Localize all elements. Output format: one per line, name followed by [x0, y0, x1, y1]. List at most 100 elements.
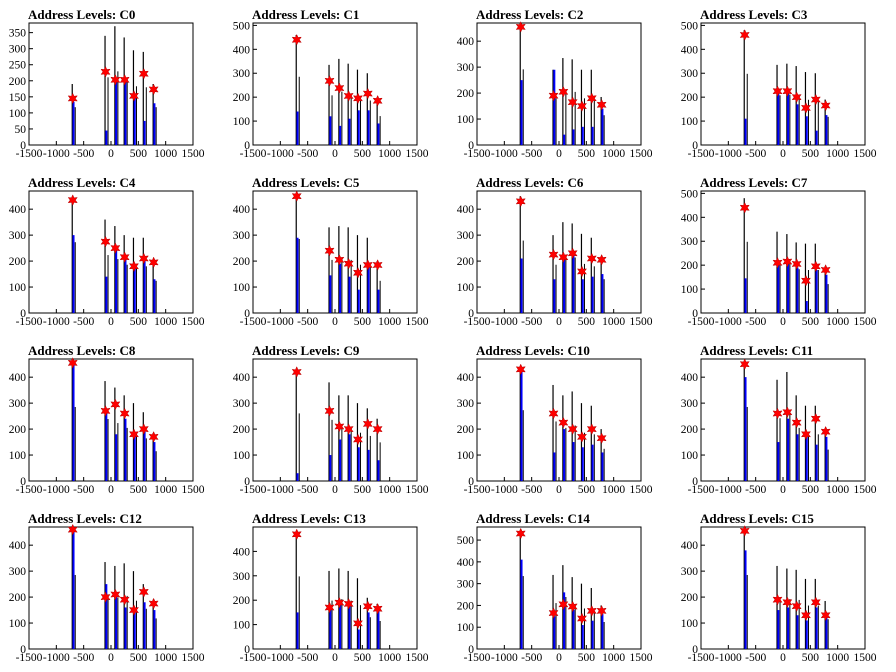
y-tick-label: 400: [457, 204, 475, 216]
peak-marker: [548, 607, 559, 619]
plot-frame: [700, 22, 866, 146]
y-tick-label: 200: [9, 76, 27, 88]
x-tick-label: -1500: [16, 484, 43, 496]
peak-marker: [324, 405, 335, 417]
peak-marker: [100, 405, 111, 417]
peak-marker: [800, 609, 811, 622]
peak-marker: [352, 433, 363, 446]
x-tick-label: 1500: [406, 316, 429, 328]
y-tick-label: 0: [244, 476, 250, 488]
y-tick-label: 500: [681, 188, 699, 200]
x-tick-label: -1500: [240, 652, 267, 664]
peak-marker: [576, 612, 587, 625]
peak-marker: [372, 602, 383, 615]
x-tick-label: 0: [108, 652, 114, 664]
peak-marker: [110, 74, 121, 86]
x-tick-label: -1500: [240, 484, 267, 496]
x-tick-label: -1500: [464, 316, 491, 328]
peak-marker: [343, 423, 354, 435]
x-tick-label: 0: [332, 316, 338, 328]
x-tick-label: 500: [130, 652, 148, 664]
x-tick-label: 0: [332, 148, 338, 160]
x-tick-label: -500: [745, 652, 766, 664]
x-tick-label: 1000: [602, 484, 625, 496]
peak-marker: [596, 253, 607, 266]
plot-frame: [28, 358, 194, 482]
peak-marker: [291, 33, 302, 46]
y-tick-label: 50: [15, 124, 27, 136]
y-tick-label: 0: [692, 308, 698, 320]
x-tick-label: 1500: [854, 484, 877, 496]
y-tick-label: 500: [681, 20, 699, 32]
peak-marker: [372, 259, 383, 271]
y-tick-label: 300: [681, 566, 699, 578]
peak-marker: [810, 93, 821, 106]
chart-title: Address Levels: C12: [28, 511, 142, 526]
x-tick-label: 500: [578, 484, 596, 496]
x-tick-label: 1000: [602, 316, 625, 328]
chart-title: Address Levels: C1: [252, 7, 359, 22]
chart-panel-10: Address Levels: C10 0 100 200 300 400 -1500 -10…: [457, 343, 653, 496]
x-tick-label: -1000: [715, 484, 742, 496]
y-tick-label: 300: [9, 230, 27, 242]
peak-marker: [343, 598, 354, 610]
chart-panel-14: Address Levels: C14 0 100 200 300 400 500 -1500…: [457, 511, 653, 664]
y-tick-label: 400: [681, 44, 699, 56]
chart-panel-0: Address Levels: C0 0 50 100 150 200 250 300 350 -…: [9, 7, 205, 160]
peak-marker: [576, 100, 587, 112]
y-tick-label: 0: [244, 140, 250, 152]
x-tick-label: 1000: [378, 148, 401, 160]
plot-frame: [700, 526, 866, 650]
peak-marker: [128, 604, 139, 616]
y-tick-label: 200: [233, 595, 251, 607]
x-tick-label: 500: [802, 316, 820, 328]
plot-frame: [700, 358, 866, 482]
x-tick-label: -500: [521, 484, 542, 496]
peak-marker: [586, 605, 597, 617]
x-tick-label: 1000: [826, 484, 849, 496]
x-tick-label: -1000: [43, 316, 70, 328]
peak-marker: [138, 67, 149, 80]
x-tick-label: -500: [73, 652, 94, 664]
x-tick-label: 0: [780, 484, 786, 496]
x-tick-label: -1000: [267, 484, 294, 496]
x-tick-label: 500: [802, 484, 820, 496]
chart-panel-7: Address Levels: C70100200300400500-1500-…: [681, 175, 877, 328]
peak-marker: [110, 398, 121, 411]
x-tick-label: 0: [108, 148, 114, 160]
y-tick-label: 200: [233, 92, 251, 104]
peak-marker: [67, 194, 78, 206]
x-tick-label: -500: [297, 484, 318, 496]
x-tick-label: 500: [354, 316, 372, 328]
x-tick-label: 1000: [378, 652, 401, 664]
plot-frame: [476, 22, 642, 146]
plot-frame: [476, 526, 642, 650]
x-tick-label: -1000: [267, 148, 294, 160]
x-tick-label: 1500: [630, 484, 653, 496]
peak-marker: [119, 74, 130, 86]
y-tick-label: 0: [692, 644, 698, 656]
chart-title: Address Levels: C0: [28, 7, 135, 22]
peak-marker: [100, 235, 111, 248]
plot-frame: [252, 358, 418, 482]
peak-marker: [596, 605, 607, 617]
chart-title: Address Levels: C15: [700, 511, 814, 526]
plot-frame: [252, 526, 418, 650]
x-tick-label: -1500: [688, 484, 715, 496]
plot-frame: [252, 22, 418, 146]
x-tick-label: 1000: [378, 484, 401, 496]
x-tick-label: 0: [780, 316, 786, 328]
peak-marker: [119, 593, 130, 606]
chart-panel-12: Address Levels: C12 0 100 200 300 400 -1500 -10…: [9, 511, 205, 664]
y-tick-label: 100: [681, 450, 699, 462]
peak-marker: [119, 251, 130, 264]
chart-panel-4: Address Levels: C4 0 100 200 300 400 -1500 -100…: [9, 175, 205, 328]
x-tick-label: -1500: [16, 148, 43, 160]
chart-title: Address Levels: C2: [476, 7, 583, 22]
peak-marker: [782, 596, 793, 609]
y-tick-label: 100: [9, 282, 27, 294]
y-tick-label: 100: [233, 116, 251, 128]
x-tick-label: 0: [780, 148, 786, 160]
peak-marker: [372, 94, 383, 107]
x-tick-label: -500: [521, 652, 542, 664]
